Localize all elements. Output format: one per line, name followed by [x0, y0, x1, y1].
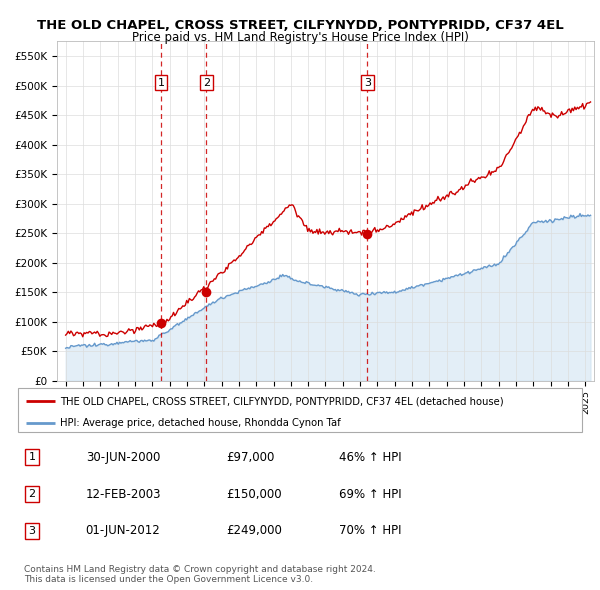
Text: Contains HM Land Registry data © Crown copyright and database right 2024.
This d: Contains HM Land Registry data © Crown c…	[24, 565, 376, 584]
Text: 1: 1	[29, 453, 35, 463]
Text: HPI: Average price, detached house, Rhondda Cynon Taf: HPI: Average price, detached house, Rhon…	[60, 418, 341, 428]
Text: 30-JUN-2000: 30-JUN-2000	[86, 451, 160, 464]
Text: Price paid vs. HM Land Registry's House Price Index (HPI): Price paid vs. HM Land Registry's House …	[131, 31, 469, 44]
Text: 46% ↑ HPI: 46% ↑ HPI	[340, 451, 402, 464]
FancyBboxPatch shape	[18, 388, 582, 432]
Text: £150,000: £150,000	[227, 487, 283, 501]
Text: 1: 1	[157, 78, 164, 87]
Text: 69% ↑ HPI: 69% ↑ HPI	[340, 487, 402, 501]
Text: 3: 3	[29, 526, 35, 536]
Text: 12-FEB-2003: 12-FEB-2003	[86, 487, 161, 501]
Text: £97,000: £97,000	[227, 451, 275, 464]
Text: 2: 2	[29, 489, 35, 499]
Text: 70% ↑ HPI: 70% ↑ HPI	[340, 525, 402, 537]
Text: 3: 3	[364, 78, 371, 87]
Text: THE OLD CHAPEL, CROSS STREET, CILFYNYDD, PONTYPRIDD, CF37 4EL (detached house): THE OLD CHAPEL, CROSS STREET, CILFYNYDD,…	[60, 396, 504, 407]
Text: 01-JUN-2012: 01-JUN-2012	[86, 525, 160, 537]
Text: 2: 2	[203, 78, 210, 87]
Text: THE OLD CHAPEL, CROSS STREET, CILFYNYDD, PONTYPRIDD, CF37 4EL: THE OLD CHAPEL, CROSS STREET, CILFYNYDD,…	[37, 19, 563, 32]
Text: £249,000: £249,000	[227, 525, 283, 537]
